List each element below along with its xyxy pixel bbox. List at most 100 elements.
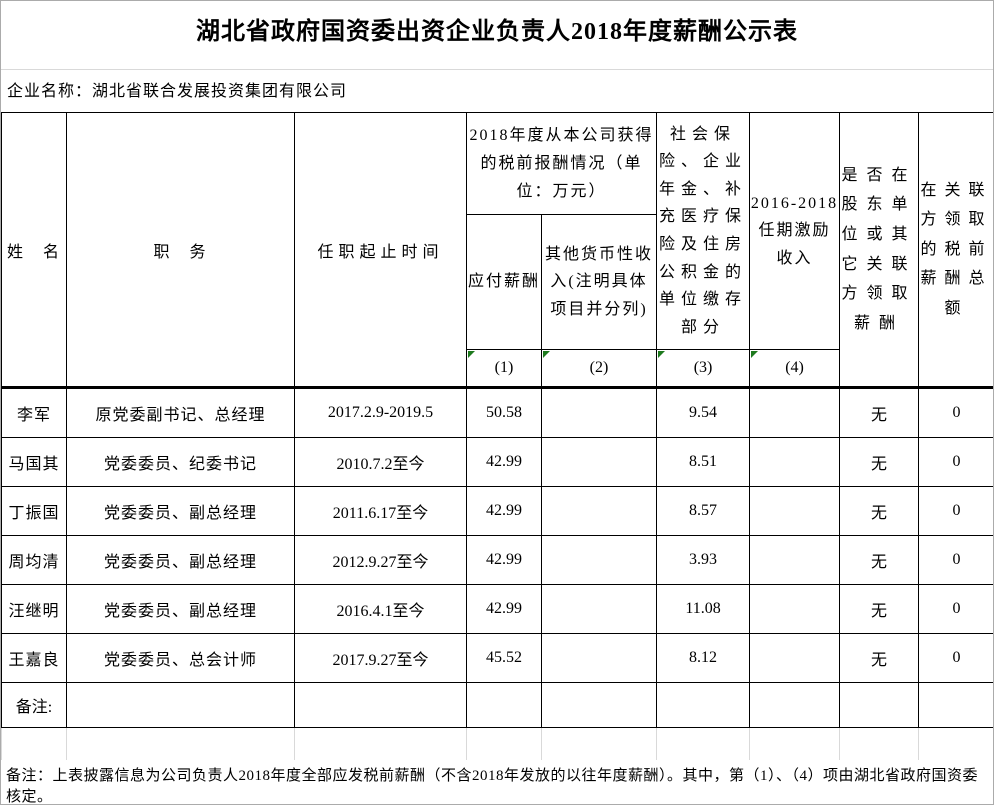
cell-position: 党委委员、副总经理 [66, 486, 295, 536]
cell-related: 0 [918, 584, 993, 634]
cell-name: 李军 [1, 386, 67, 438]
remark-empty-cell [656, 682, 751, 728]
excel-error-indicator-icon [751, 351, 759, 358]
header-colnum-1: (1) [466, 349, 542, 388]
company-name-line: 企业名称：湖北省联合发展投资集团有限公司 [7, 83, 348, 100]
cell-incentive [749, 584, 841, 634]
cell-shareholder: 无 [839, 633, 920, 683]
cell-term: 2010.7.2至今 [294, 437, 467, 487]
cell-incentive [749, 535, 841, 585]
gridline-cell [656, 728, 749, 760]
cell-social: 8.51 [656, 437, 751, 487]
gridline-cell [749, 728, 839, 760]
salary-table: 姓 名 职 务 任职起止时间 2018年度从本公司获得的税前报酬情况（单位：万元… [1, 112, 993, 728]
header-term: 任职起止时间 [294, 112, 467, 388]
colnum-label: (1) [494, 359, 514, 376]
gridline-cell [918, 728, 993, 760]
cell-position: 党委委员、纪委书记 [66, 437, 295, 487]
cell-position: 原党委副书记、总经理 [66, 386, 295, 438]
cell-term: 2017.2.9-2019.5 [294, 386, 467, 438]
table-row: 丁振国 党委委员、副总经理 2011.6.17至今 42.99 8.57 无 0 [1, 486, 993, 536]
cell-social: 8.57 [656, 486, 751, 536]
cell-incentive [749, 437, 841, 487]
cell-payable: 42.99 [466, 584, 542, 634]
colnum-label: (2) [589, 359, 609, 376]
cell-other [540, 386, 658, 438]
remark-empty-cell [749, 682, 841, 728]
header-colnum-2: (2) [540, 349, 658, 388]
cell-payable: 42.99 [466, 437, 542, 487]
gridline-cell [839, 728, 918, 760]
table-row: 王嘉良 党委委员、总会计师 2017.9.27至今 45.52 8.12 无 0 [1, 633, 993, 683]
cell-name: 周均清 [1, 535, 67, 585]
cell-term: 2016.4.1至今 [294, 584, 467, 634]
cell-shareholder: 无 [839, 437, 920, 487]
cell-incentive [749, 386, 841, 438]
cell-position: 党委委员、副总经理 [66, 584, 295, 634]
cell-related: 0 [918, 633, 993, 683]
cell-related: 0 [918, 437, 993, 487]
colnum-label: (3) [693, 359, 713, 376]
cell-name: 王嘉良 [1, 633, 67, 683]
footnote-text: 备注：上表披露信息为公司负责人2018年度全部应发税前薪酬（不含2018年发放的… [6, 768, 979, 805]
excel-error-indicator-icon [658, 351, 666, 358]
cell-term: 2011.6.17至今 [294, 486, 467, 536]
table-row: 马国其 党委委员、纪委书记 2010.7.2至今 42.99 8.51 无 0 [1, 437, 993, 487]
header-social-insurance: 社会保险、企业年金、补充医疗保险及住房公积金的单位缴存部分 [656, 112, 751, 350]
cell-incentive [749, 486, 841, 536]
remark-empty-cell [839, 682, 920, 728]
table-row: 李军 原党委副书记、总经理 2017.2.9-2019.5 50.58 9.54… [1, 386, 993, 438]
cell-other [540, 584, 658, 634]
cell-shareholder: 无 [839, 584, 920, 634]
cell-shareholder: 无 [839, 386, 920, 438]
cell-other [540, 633, 658, 683]
cell-social: 3.93 [656, 535, 751, 585]
header-shareholder-pay: 是否在股东单位或其它关联方领取薪酬 [839, 112, 920, 388]
header-pretax-group: 2018年度从本公司获得的税前报酬情况（单位：万元） [465, 112, 658, 215]
cell-shareholder: 无 [839, 486, 920, 536]
cell-social: 11.08 [656, 584, 751, 634]
gridline-cell [1, 728, 66, 760]
cell-incentive [749, 633, 841, 683]
page-title: 湖北省政府国资委出资企业负责人2018年度薪酬公示表 [1, 1, 993, 70]
header-name: 姓 名 [1, 112, 67, 388]
header-colnum-3: (3) [656, 349, 751, 388]
cell-term: 2012.9.27至今 [294, 535, 467, 585]
cell-related: 0 [918, 486, 993, 536]
cell-social: 9.54 [656, 386, 751, 438]
cell-social: 8.12 [656, 633, 751, 683]
excel-error-indicator-icon [468, 351, 475, 358]
header-colnum-4: (4) [749, 349, 841, 388]
gridline-cell [541, 728, 656, 760]
cell-payable: 50.58 [466, 386, 542, 438]
header-tenure-incentive: 2016-2018任期激励收入 [749, 112, 841, 350]
excel-error-indicator-icon [543, 351, 550, 358]
table-row: 汪继明 党委委员、副总经理 2016.4.1至今 42.99 11.08 无 0 [1, 584, 993, 634]
remark-label: 备注: [1, 682, 67, 728]
gridline-row [1, 728, 993, 760]
header-payable-salary: 应付薪酬 [466, 214, 542, 350]
remark-empty-cell [294, 682, 467, 728]
cell-related: 0 [918, 535, 993, 585]
cell-name: 丁振国 [1, 486, 67, 536]
cell-position: 党委委员、总会计师 [66, 633, 295, 683]
gridline-cell [466, 728, 541, 760]
cell-payable: 42.99 [466, 486, 542, 536]
header-related-total: 在关联方领取的税前薪酬总额 [918, 112, 993, 388]
cell-shareholder: 无 [839, 535, 920, 585]
header-position: 职 务 [66, 112, 295, 388]
remark-empty-cell [540, 682, 658, 728]
cell-payable: 45.52 [466, 633, 542, 683]
cell-position: 党委委员、副总经理 [66, 535, 295, 585]
cell-term: 2017.9.27至今 [294, 633, 467, 683]
colnum-label: (4) [785, 359, 804, 376]
cell-other [540, 437, 658, 487]
gridline-cell [66, 728, 294, 760]
cell-name: 马国其 [1, 437, 67, 487]
cell-other [540, 486, 658, 536]
cell-name: 汪继明 [1, 584, 67, 634]
cell-other [540, 535, 658, 585]
gridline-cell [294, 728, 466, 760]
header-other-income: 其他货币性收入(注明具体项目并分列) [540, 214, 658, 350]
